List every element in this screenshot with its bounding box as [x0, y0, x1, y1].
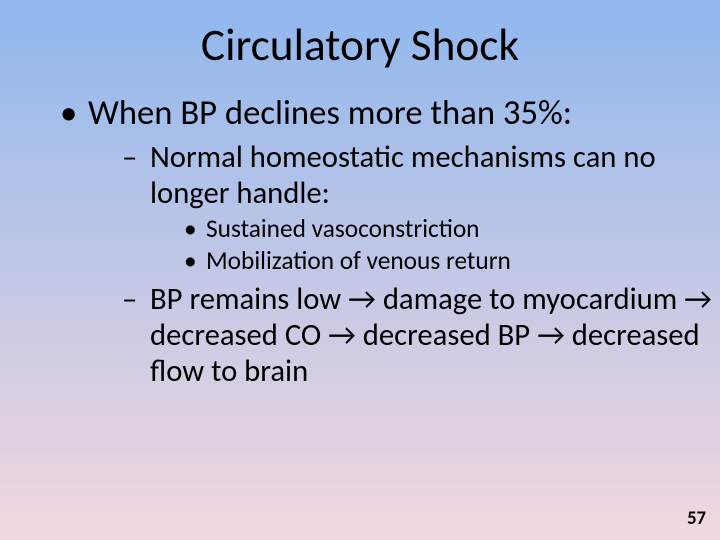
bullet-text: Mobilization of venous return [206, 245, 511, 276]
list-item: Normal homeostatic mechanisms can no lon… [122, 140, 720, 276]
list-item: Sustained vasoconstriction [184, 214, 720, 244]
list-item: BP remains low → damage to myocardium → … [122, 282, 720, 391]
slide-content: When BP declines more than 35%: Normal h… [0, 93, 720, 391]
bullet-list-lvl3: Sustained vasoconstriction Mobilization … [150, 214, 720, 276]
list-item: When BP declines more than 35%: Normal h… [60, 93, 720, 391]
bullet-list-lvl1: When BP declines more than 35%: Normal h… [0, 93, 720, 391]
bullet-text: Sustained vasoconstriction [206, 213, 480, 244]
slide-title: Circulatory Shock [0, 0, 720, 73]
bullet-text: BP remains low → damage to myocardium → … [150, 281, 712, 390]
list-item: Mobilization of venous return [184, 246, 720, 276]
bullet-text: Normal homeostatic mechanisms can no lon… [150, 139, 656, 212]
page-number: 57 [687, 507, 706, 530]
bullet-text: When BP declines more than 35%: [88, 92, 572, 134]
bullet-list-lvl2: Normal homeostatic mechanisms can no lon… [88, 140, 720, 391]
slide: Circulatory Shock When BP declines more … [0, 0, 720, 540]
